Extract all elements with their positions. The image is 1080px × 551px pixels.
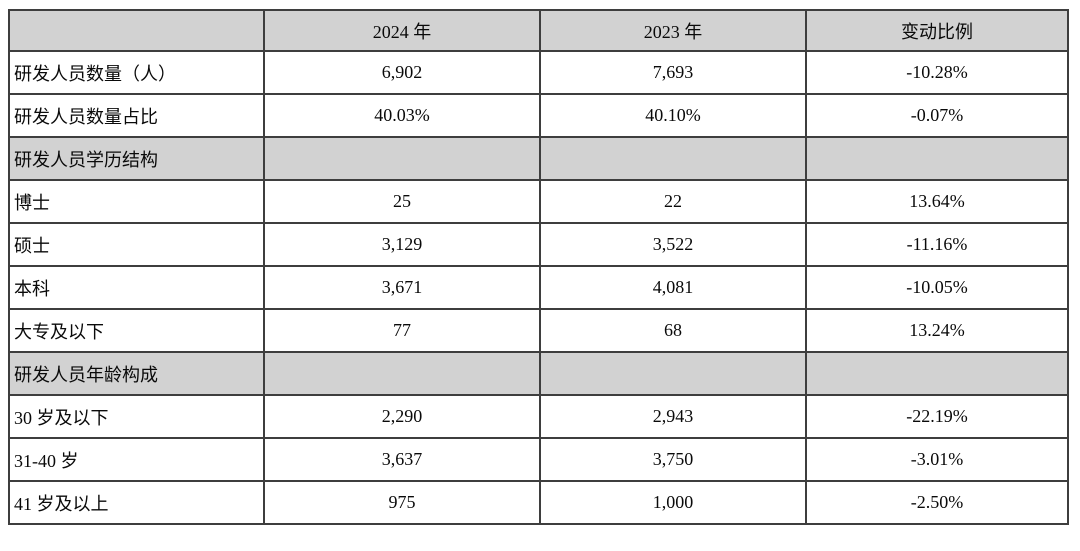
value-2023-cell: 1,000 <box>539 480 807 525</box>
value-2023-cell: 3,522 <box>539 222 807 267</box>
value-2023-cell: 40.10% <box>539 93 807 138</box>
row-label-cell: 31-40 岁 <box>8 437 265 482</box>
header-cell-2024: 2024 年 <box>263 9 541 52</box>
row-label-cell: 研发人员学历结构 <box>8 136 265 181</box>
row-label-cell: 本科 <box>8 265 265 310</box>
table-row: 30 岁及以下 2,290 2,943 -22.19% <box>8 394 1069 439</box>
change-ratio-cell: -3.01% <box>805 437 1069 482</box>
section-row: 研发人员学历结构 <box>8 136 1069 181</box>
change-ratio-cell: 13.64% <box>805 179 1069 224</box>
row-label-cell: 41 岁及以上 <box>8 480 265 525</box>
value-2023-cell <box>539 351 807 396</box>
value-2024-cell: 975 <box>263 480 541 525</box>
change-ratio-cell: -0.07% <box>805 93 1069 138</box>
header-cell-2023: 2023 年 <box>539 9 807 52</box>
row-label-cell: 30 岁及以下 <box>8 394 265 439</box>
header-cell-blank <box>8 9 265 52</box>
table-row: 本科 3,671 4,081 -10.05% <box>8 265 1069 310</box>
change-ratio-cell: 13.24% <box>805 308 1069 353</box>
change-ratio-cell: -10.28% <box>805 50 1069 95</box>
change-ratio-cell <box>805 351 1069 396</box>
change-ratio-cell: -11.16% <box>805 222 1069 267</box>
value-2023-cell: 7,693 <box>539 50 807 95</box>
section-row: 研发人员年龄构成 <box>8 351 1069 396</box>
value-2023-cell: 4,081 <box>539 265 807 310</box>
value-2023-cell: 3,750 <box>539 437 807 482</box>
row-label-cell: 研发人员数量占比 <box>8 93 265 138</box>
table-row: 研发人员数量占比 40.03% 40.10% -0.07% <box>8 93 1069 138</box>
table-row: 研发人员数量（人） 6,902 7,693 -10.28% <box>8 50 1069 95</box>
change-ratio-cell <box>805 136 1069 181</box>
row-label-cell: 研发人员年龄构成 <box>8 351 265 396</box>
row-label-cell: 研发人员数量（人） <box>8 50 265 95</box>
table-row: 31-40 岁 3,637 3,750 -3.01% <box>8 437 1069 482</box>
change-ratio-cell: -22.19% <box>805 394 1069 439</box>
table-row: 41 岁及以上 975 1,000 -2.50% <box>8 480 1069 525</box>
table-row: 博士 25 22 13.64% <box>8 179 1069 224</box>
value-2024-cell <box>263 136 541 181</box>
header-row: 2024 年 2023 年 变动比例 <box>8 9 1069 52</box>
value-2024-cell: 25 <box>263 179 541 224</box>
value-2023-cell: 2,943 <box>539 394 807 439</box>
row-label-cell: 硕士 <box>8 222 265 267</box>
value-2023-cell <box>539 136 807 181</box>
rd-personnel-table: 2024 年 2023 年 变动比例 研发人员数量（人） 6,902 7,693 -1… <box>8 9 1069 525</box>
value-2024-cell: 6,902 <box>263 50 541 95</box>
value-2024-cell: 2,290 <box>263 394 541 439</box>
value-2023-cell: 22 <box>539 179 807 224</box>
header-cell-change: 变动比例 <box>805 9 1069 52</box>
value-2024-cell: 3,637 <box>263 437 541 482</box>
table-row: 硕士 3,129 3,522 -11.16% <box>8 222 1069 267</box>
change-ratio-cell: -10.05% <box>805 265 1069 310</box>
value-2024-cell: 3,671 <box>263 265 541 310</box>
table-body: 研发人员数量（人） 6,902 7,693 -10.28% 研发人员数量占比 40.03%… <box>8 50 1069 525</box>
change-ratio-cell: -2.50% <box>805 480 1069 525</box>
value-2024-cell <box>263 351 541 396</box>
table-row: 大专及以下 77 68 13.24% <box>8 308 1069 353</box>
row-label-cell: 大专及以下 <box>8 308 265 353</box>
value-2024-cell: 77 <box>263 308 541 353</box>
value-2023-cell: 68 <box>539 308 807 353</box>
value-2024-cell: 40.03% <box>263 93 541 138</box>
value-2024-cell: 3,129 <box>263 222 541 267</box>
row-label-cell: 博士 <box>8 179 265 224</box>
table-header: 2024 年 2023 年 变动比例 <box>8 9 1069 52</box>
